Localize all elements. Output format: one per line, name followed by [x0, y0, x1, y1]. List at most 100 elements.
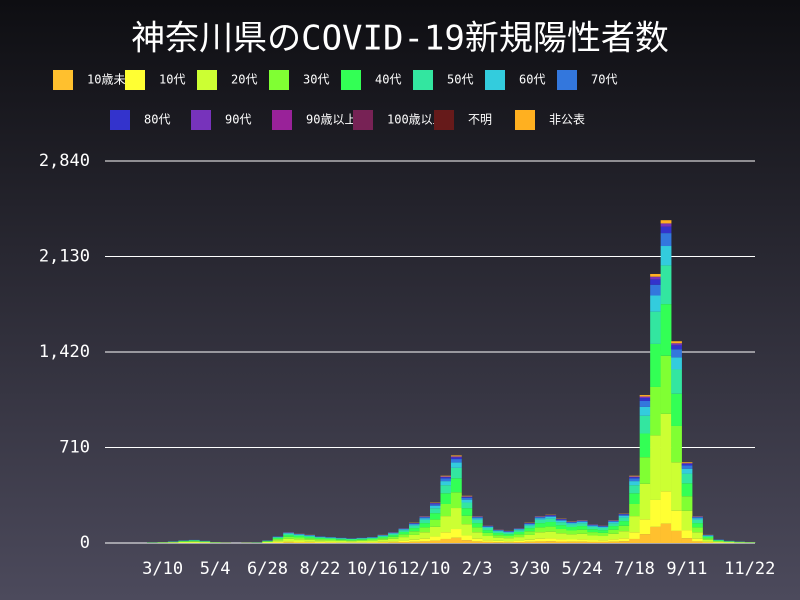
bar-segment: [430, 526, 441, 537]
bar-segment: [597, 540, 609, 542]
bar-segment: [409, 528, 420, 532]
bar-segment: [335, 542, 347, 543]
bar-segment: [471, 518, 483, 520]
bar-segment: [304, 536, 315, 537]
bar-segment: [681, 473, 693, 484]
bar-segment: [398, 528, 410, 530]
x-tick-label: 10/16: [347, 559, 398, 579]
bar-segment: [346, 542, 357, 543]
bar-segment: [681, 463, 693, 466]
bar-segment: [461, 540, 473, 543]
bar-segment: [377, 536, 389, 539]
bar-segment: [440, 476, 452, 478]
bar-segment: [325, 540, 336, 543]
bar-segment: [377, 536, 389, 537]
bar-segment: [524, 525, 536, 529]
bar-segment: [492, 537, 504, 541]
bar-segment: [272, 539, 284, 541]
bar-segment: [587, 535, 599, 541]
bar-segment: [660, 226, 672, 234]
bar-segment: [346, 540, 357, 542]
bar-segment: [304, 542, 315, 543]
bar-segment: [671, 349, 682, 358]
bar-segment: [650, 386, 661, 436]
bar-segment: [388, 535, 399, 537]
bar-segment: [388, 536, 399, 539]
bar-segment: [566, 524, 578, 527]
bar-segment: [566, 523, 578, 525]
bar-segment: [503, 531, 515, 532]
bar-segment: [618, 514, 630, 515]
bar-segment: [524, 531, 536, 535]
bar-segment: [419, 527, 431, 533]
bar-segment: [503, 542, 515, 543]
bar-segment: [283, 533, 295, 536]
bar-segment: [692, 518, 703, 520]
bar-segment: [314, 540, 326, 542]
bar-segment: [566, 539, 578, 542]
bar-segment: [492, 533, 504, 536]
bar-segment: [283, 542, 295, 543]
bar-segment: [555, 520, 567, 523]
bar-segment: [629, 538, 640, 543]
bar-segment: [492, 530, 504, 531]
bar-segment: [335, 539, 347, 541]
y-tick-label: 1,420: [39, 342, 90, 362]
bar-segment: [419, 519, 431, 524]
bar-segment: [534, 527, 546, 533]
bar-segment: [388, 533, 399, 536]
bar-segment: [482, 530, 494, 533]
x-tick-label: 3/30: [509, 559, 550, 579]
bar-segment: [545, 516, 557, 519]
bar-segment: [419, 541, 431, 543]
bar-segment: [461, 499, 473, 503]
bar-segment: [440, 493, 452, 504]
bar-segment: [681, 463, 693, 464]
bar-segment: [545, 515, 557, 516]
bar-segment: [325, 539, 336, 541]
bar-segment: [440, 475, 452, 477]
bar-segment: [262, 541, 274, 542]
bar-segment: [576, 523, 588, 527]
bar-segment: [692, 532, 703, 539]
legend-swatch: [110, 110, 130, 130]
bar-segment: [660, 355, 672, 414]
legend-label: 100歳以上: [387, 113, 445, 127]
bar-segment: [671, 462, 682, 511]
bar-segment: [430, 508, 441, 514]
bar-segment: [597, 541, 609, 543]
bar-segment: [450, 508, 462, 530]
bar-segment: [576, 529, 588, 534]
bar-segment: [471, 541, 483, 543]
bar-segment: [461, 502, 473, 509]
bar-segment: [629, 478, 640, 482]
bar-segment: [503, 531, 515, 533]
bar-segment: [461, 524, 473, 536]
bar-segment: [681, 483, 693, 497]
bar-segment: [503, 534, 515, 537]
bar-segment: [534, 517, 546, 519]
bar-segment: [367, 540, 378, 543]
bar-segment: [419, 538, 431, 542]
bar-segment: [576, 539, 588, 542]
bar-segment: [388, 533, 399, 534]
bar-segment: [639, 396, 651, 399]
bar-segment: [692, 523, 703, 528]
bar-segment: [409, 525, 420, 529]
bar-segment: [639, 398, 651, 401]
bar-segment: [450, 478, 462, 493]
bar-segment: [513, 537, 525, 541]
y-tick-label: 0: [80, 533, 90, 553]
bar-segment: [555, 541, 567, 543]
bar-segment: [272, 540, 284, 542]
bar-segment: [671, 357, 682, 370]
bar-segment: [692, 527, 703, 533]
bar-segment: [660, 233, 672, 247]
bar-segment: [430, 503, 441, 505]
bar-segment: [671, 510, 682, 531]
bar-segment: [272, 541, 284, 543]
bar-segment: [283, 538, 295, 542]
bar-segment: [723, 542, 735, 543]
bar-segment: [639, 457, 651, 484]
bar-segment: [503, 536, 515, 539]
